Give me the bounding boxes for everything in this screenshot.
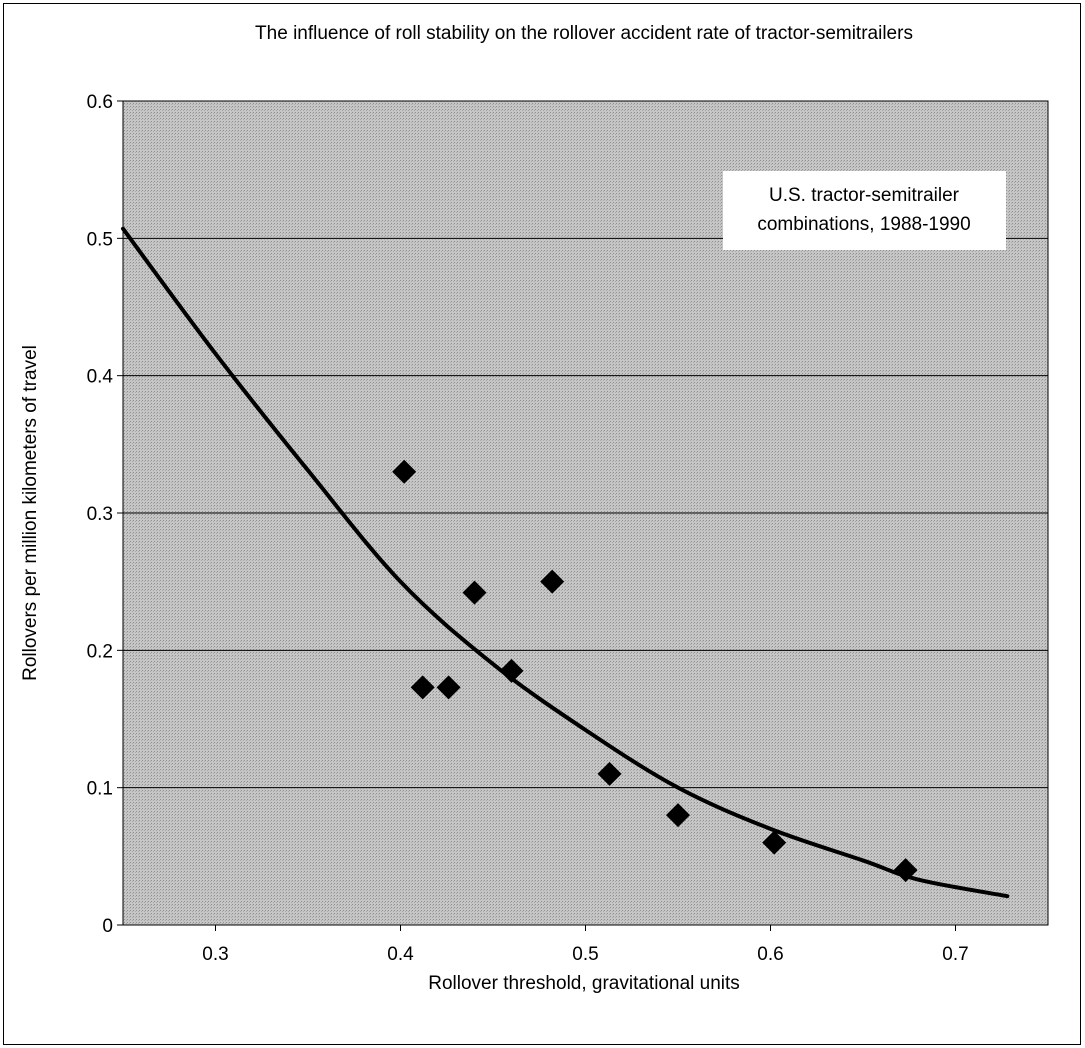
- fit-curve-layer: [121, 226, 1010, 899]
- data-point-3: [462, 580, 487, 605]
- y-tick-label-0: 0: [102, 916, 113, 937]
- fit-curve: [121, 226, 1010, 899]
- y-axis-label: Rollovers per million kilometers of trav…: [20, 345, 41, 681]
- annotation-line-2: combinations, 1988-1990: [757, 214, 970, 235]
- x-tick-label-3: 0.6: [757, 944, 783, 965]
- y-axis-ticks: 0 0.1 0.2 0.3 0.4 0.5 0.6: [87, 92, 123, 937]
- data-point-7: [666, 803, 690, 828]
- x-tick-label-4: 0.7: [942, 944, 968, 965]
- data-point-6: [597, 761, 622, 786]
- chart-frame: The influence of roll stability on the r…: [3, 3, 1081, 1045]
- data-point-9: [893, 858, 918, 883]
- y-tick-label-3: 0.3: [87, 504, 113, 525]
- y-tick-label-2: 0.2: [87, 641, 113, 662]
- y-tick-label-5: 0.5: [87, 229, 113, 250]
- data-point-2: [436, 675, 461, 700]
- annotation-line-1: U.S. tractor-semitrailer: [769, 185, 960, 206]
- y-tick-label-4: 0.4: [87, 367, 114, 388]
- chart-title: The influence of roll stability on the r…: [255, 23, 913, 44]
- y-tick-label-6: 0.6: [87, 92, 113, 113]
- x-axis-label: Rollover threshold, gravitational units: [428, 973, 740, 994]
- data-points-layer: [392, 459, 918, 883]
- data-point-8: [762, 830, 787, 855]
- data-point-5: [540, 569, 565, 594]
- annotation-box: U.S. tractor-semitrailer combinations, 1…: [723, 171, 1006, 250]
- data-point-4: [499, 658, 524, 683]
- y-tick-label-1: 0.1: [87, 779, 113, 800]
- x-axis-ticks: 0.3 0.4 0.5 0.6 0.7: [202, 925, 969, 965]
- data-point-0: [392, 459, 417, 484]
- x-tick-label-1: 0.4: [387, 944, 414, 965]
- chart: The influence of roll stability on the r…: [20, 23, 1049, 994]
- x-tick-label-0: 0.3: [202, 944, 228, 965]
- x-tick-label-2: 0.5: [572, 944, 598, 965]
- data-point-1: [410, 675, 435, 700]
